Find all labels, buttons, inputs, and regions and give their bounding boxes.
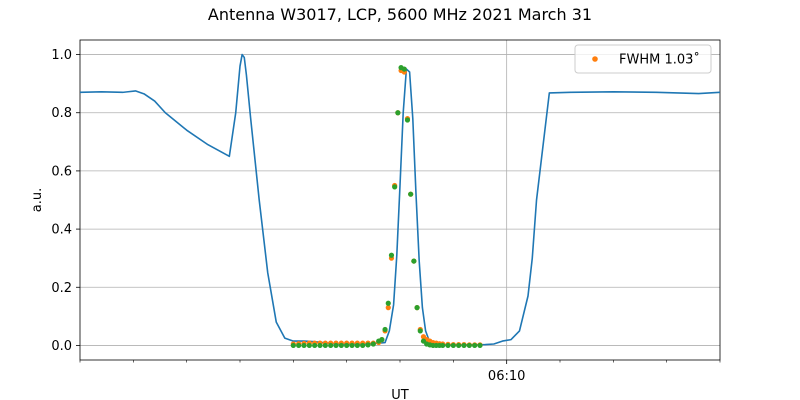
data-point-fit <box>354 342 360 349</box>
data-point-fit <box>461 342 467 349</box>
data-point-fit <box>301 342 307 349</box>
data-point-fit <box>344 342 350 349</box>
data-point-fit <box>466 342 472 349</box>
y-tick-label: 0.0 <box>51 339 72 354</box>
data-point-fit <box>414 305 420 311</box>
data-point-fit <box>411 258 417 264</box>
data-point-fit <box>370 341 376 347</box>
data-point-fit <box>328 342 334 349</box>
legend-marker <box>592 56 598 62</box>
data-point-fit <box>379 337 385 343</box>
y-tick-label: 0.8 <box>51 106 72 121</box>
data-point-fit <box>360 342 366 349</box>
data-point-fit <box>417 328 423 334</box>
data-point-fit <box>382 326 388 333</box>
data-point-fit <box>395 110 401 116</box>
y-tick-label: 0.6 <box>51 164 72 179</box>
chart-title: Antenna W3017, LCP, 5600 MHz 2021 March … <box>208 5 592 24</box>
data-point-fit <box>365 342 371 348</box>
data-point-fit <box>322 342 328 349</box>
data-point-fwhm <box>385 305 391 311</box>
x-tick-label: 06:10 <box>488 369 525 384</box>
data-point-fit <box>306 342 312 349</box>
data-point-fit <box>472 342 478 349</box>
data-point-fit <box>401 66 407 72</box>
data-point-fit <box>404 117 411 123</box>
x-axis-label: UT <box>391 388 409 400</box>
y-tick-label: 0.2 <box>51 281 72 296</box>
series-line-signal <box>79 53 721 346</box>
plot-area <box>79 53 721 349</box>
legend: FWHM 1.03˚ <box>574 44 712 74</box>
y-tick-label: 0.4 <box>51 223 72 238</box>
data-point-fit <box>349 342 355 349</box>
data-point-fit <box>477 342 483 349</box>
data-point-fit <box>445 342 451 349</box>
legend-box <box>574 44 712 74</box>
y-axis-label: a.u. <box>30 188 45 212</box>
data-point-fit <box>333 342 339 349</box>
data-point-fit <box>312 342 318 349</box>
data-point-fit <box>450 342 456 349</box>
data-point-fit <box>440 342 446 349</box>
data-point-fit <box>338 342 344 349</box>
data-point-fit <box>385 300 391 306</box>
data-point-fit <box>408 191 414 197</box>
data-point-fit <box>456 342 462 349</box>
data-point-fit <box>290 342 296 349</box>
axes: 0.0 0.2 0.4 0.6 0.8 1.0 06:10 <box>51 39 721 384</box>
data-point-fit <box>317 342 323 349</box>
data-point-fit <box>296 342 302 349</box>
data-point-fit <box>388 252 395 258</box>
y-tick-label: 1.0 <box>51 48 72 63</box>
axes-frame <box>79 39 721 361</box>
legend-label: FWHM 1.03˚ <box>619 52 700 68</box>
data-point-fit <box>392 184 398 190</box>
